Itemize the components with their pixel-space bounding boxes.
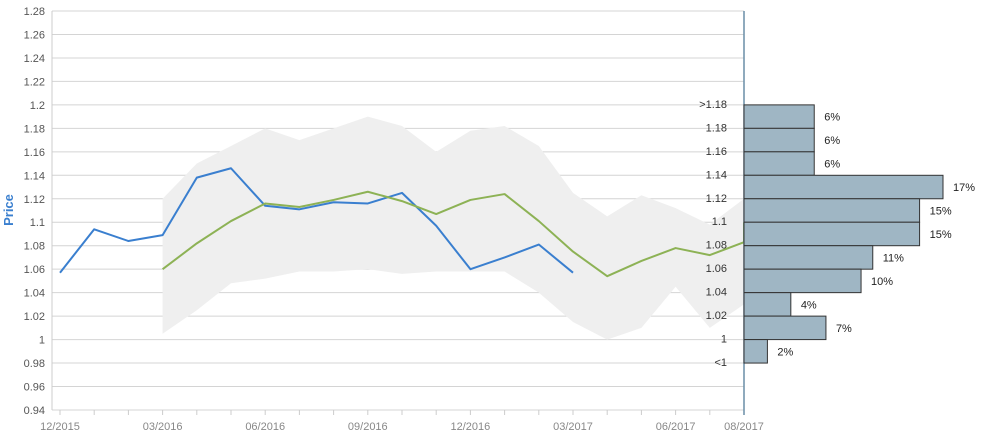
hist-bin-label: 1.02: [706, 310, 727, 322]
hist-bar: [743, 104, 815, 129]
hist-value-label: 7%: [836, 323, 852, 335]
hist-value-label: 4%: [801, 299, 817, 311]
hist-value-label: 2%: [777, 346, 793, 358]
y-tick-label: 1.1: [30, 217, 45, 229]
hist-value-label: 17%: [953, 182, 975, 194]
hist-value-label: 15%: [930, 229, 952, 241]
hist-bar: [743, 315, 827, 341]
hist-bar: [743, 268, 862, 294]
x-tick-label: 03/2016: [143, 421, 183, 433]
hist-value-label: 15%: [930, 206, 952, 218]
y-tick-label: 1.2: [30, 100, 45, 112]
y-tick-label: 1.22: [24, 76, 45, 88]
x-tick-label: 06/2016: [245, 421, 285, 433]
hist-bar: [743, 198, 921, 223]
hist-bar: [743, 221, 921, 247]
x-tick-label: 06/2017: [656, 421, 696, 433]
hist-bar: [743, 292, 792, 317]
hist-bar: [743, 127, 815, 153]
y-tick-label: 0.96: [24, 382, 45, 394]
y-tick-label: 0.98: [24, 358, 45, 370]
hist-value-label: 6%: [824, 112, 840, 124]
x-tick-label: 03/2017: [553, 421, 593, 433]
series-line-green: [161, 190, 745, 278]
forecast-band: [162, 116, 745, 340]
hist-bin-label: 1.16: [706, 146, 727, 158]
y-tick-label: 1: [39, 335, 45, 347]
y-tick-label: 1.06: [24, 264, 45, 276]
y-tick-label: 1.18: [24, 123, 45, 135]
hist-bin-label: 1.06: [706, 263, 727, 275]
hist-bin-label: <1: [714, 357, 727, 369]
hist-bin-label: >1.18: [699, 99, 727, 111]
hist-bar: [743, 151, 815, 176]
y-tick-label: 1.08: [24, 241, 45, 253]
y-tick-label: 1.28: [24, 6, 45, 18]
x-tick-label: 12/2015: [40, 421, 80, 433]
hist-bin-label: 1.08: [706, 240, 727, 252]
y-axis-title: Price: [1, 194, 16, 226]
hist-value-label: 10%: [871, 276, 893, 288]
y-tick-label: 1.12: [24, 194, 45, 206]
hist-value-label: 11%: [883, 252, 904, 264]
hist-value-label: 6%: [824, 135, 840, 147]
y-tick-label: 1.24: [24, 53, 45, 65]
hist-value-label: 6%: [824, 159, 840, 171]
hist-bin-label: 1.18: [706, 122, 727, 134]
y-tick-label: 1.04: [24, 288, 45, 300]
x-tick-label: 09/2016: [348, 421, 388, 433]
hist-bar: [743, 339, 768, 364]
y-tick-label: 1.14: [24, 170, 45, 182]
x-tick-label: 08/2017: [724, 421, 764, 433]
hist-bin-label: 1.04: [706, 287, 727, 299]
y-tick-label: 0.94: [24, 405, 45, 417]
hist-bin-label: 1.14: [706, 169, 727, 181]
hist-bar: [743, 174, 944, 200]
y-tick-label: 1.26: [24, 29, 45, 41]
y-tick-label: 1.02: [24, 311, 45, 323]
series-line-blue: [59, 167, 574, 274]
y-tick-label: 1.16: [24, 147, 45, 159]
hist-bin-label: 1: [721, 334, 727, 346]
hist-bin-label: 1.12: [706, 193, 727, 205]
hist-bar: [743, 245, 874, 270]
x-tick-label: 12/2016: [451, 421, 491, 433]
hist-bin-label: 1.1: [712, 216, 727, 228]
